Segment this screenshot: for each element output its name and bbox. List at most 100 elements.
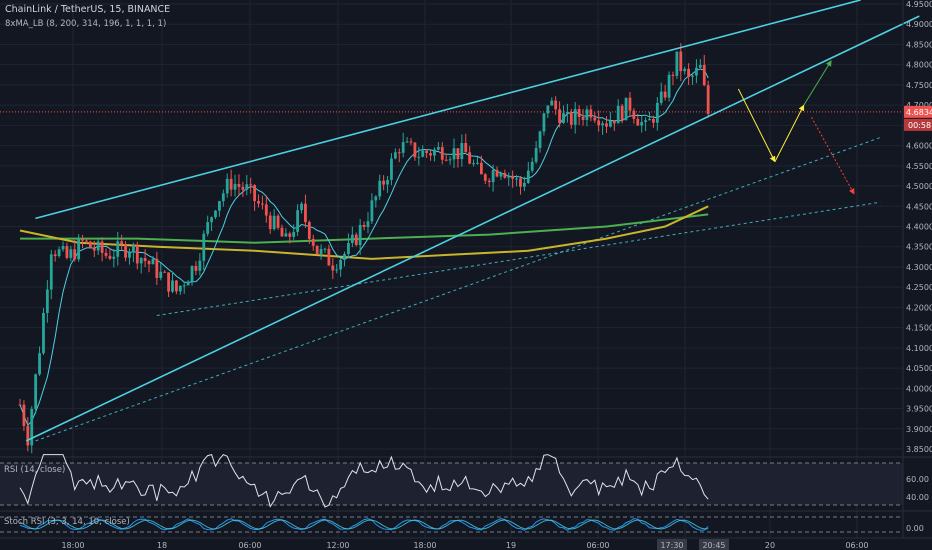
- candle-body: [253, 185, 256, 202]
- projection-arrow-up-yellow[interactable]: [774, 104, 805, 163]
- candle-body: [652, 118, 655, 123]
- candle-body: [538, 131, 542, 149]
- candle-body: [304, 203, 307, 223]
- price-tick-label: 3.9000: [906, 425, 932, 434]
- candle-body: [319, 248, 323, 255]
- candle-body: [42, 312, 45, 354]
- candle-body: [554, 100, 558, 110]
- candle-body: [96, 241, 100, 251]
- candle-body: [245, 184, 249, 190]
- candle-body: [476, 162, 479, 164]
- candle-body: [507, 175, 511, 178]
- countdown-value: 00:58: [908, 121, 931, 130]
- projection-arrow-green[interactable]: [803, 60, 832, 106]
- candle-body: [401, 142, 405, 153]
- price-tick-label: 4.5500: [906, 162, 932, 171]
- projection-arrow-red[interactable]: [811, 117, 855, 195]
- price-tick-label: 4.8000: [906, 61, 932, 70]
- candle-body: [515, 178, 518, 180]
- price-tick-label: 4.5000: [906, 182, 932, 191]
- candle-body: [374, 196, 378, 201]
- candle-body: [472, 163, 475, 165]
- candle-body: [566, 111, 569, 114]
- countdown-badge: [904, 118, 932, 131]
- candle-body: [77, 238, 81, 260]
- price-tick-label: 4.2500: [906, 283, 932, 292]
- projection-arrow-down-yellow[interactable]: [737, 88, 776, 163]
- candle-body: [34, 374, 38, 410]
- price-tick-label: 4.7500: [906, 81, 932, 90]
- candle-body: [609, 120, 612, 127]
- candle-body: [436, 147, 440, 150]
- channel-trendline[interactable]: [25, 15, 920, 442]
- candle-body: [479, 162, 483, 175]
- candle-body: [562, 113, 565, 124]
- candle-body: [139, 258, 143, 264]
- candle-body: [511, 175, 515, 179]
- grid: [0, 0, 903, 538]
- candle-body: [382, 180, 386, 185]
- candle-body: [264, 204, 268, 216]
- candle-body: [397, 152, 401, 154]
- price-tick-label: 3.9500: [906, 405, 932, 414]
- candle-body: [135, 245, 139, 264]
- time-tick-label: 18: [157, 541, 167, 550]
- candle-body: [585, 109, 589, 120]
- time-axis-bg: [0, 539, 932, 550]
- candle-body: [495, 170, 499, 177]
- price-axis[interactable]: 4.95004.90004.85004.80004.75004.70004.65…: [902, 0, 932, 538]
- candle-body: [206, 222, 210, 234]
- candle-body: [628, 97, 632, 111]
- candle-body: [362, 225, 366, 227]
- candle-body: [85, 240, 88, 242]
- candle-body: [225, 178, 229, 194]
- candle-body: [390, 158, 393, 180]
- time-axis[interactable]: 18:00 18 06:00 12:00 18:00 19 06:00 17:30 20:45 2…: [0, 539, 932, 550]
- candle-body: [616, 105, 620, 124]
- candle-body: [249, 184, 253, 186]
- candle-body: [577, 109, 581, 117]
- candle-body: [612, 120, 616, 124]
- candle-body: [358, 225, 362, 245]
- time-tick-label: 19: [506, 541, 516, 550]
- price-tick-label: 4.4500: [906, 202, 932, 211]
- candle-body: [190, 266, 194, 282]
- indicator-panes: [0, 453, 932, 539]
- last-price-badge[interactable]: [904, 105, 932, 118]
- candle-body: [503, 173, 507, 178]
- candle-body: [452, 148, 456, 160]
- price-tick-label: 4.4000: [906, 223, 932, 232]
- candle-body: [542, 113, 546, 132]
- candle-body: [648, 118, 651, 121]
- candle-body: [202, 233, 206, 261]
- channel-trendline[interactable]: [35, 0, 861, 220]
- candle-body: [421, 150, 425, 157]
- candle-body: [210, 217, 213, 223]
- stoch-k-line: [19, 518, 709, 531]
- candle-body: [194, 266, 198, 271]
- candle-body: [440, 147, 444, 160]
- candle-body: [124, 244, 127, 258]
- candle-body: [695, 67, 698, 76]
- candle-body: [460, 142, 464, 160]
- candle-body: [667, 74, 671, 98]
- candle-body: [499, 173, 503, 177]
- candle-body: [370, 200, 374, 222]
- candle-body: [519, 178, 522, 187]
- candle-body: [448, 159, 452, 161]
- candle-body: [272, 215, 276, 230]
- time-tick-label: 06:00: [586, 541, 609, 550]
- price-tick-label: 4.0500: [906, 364, 932, 373]
- candle-body: [175, 280, 178, 292]
- candle-body: [581, 116, 585, 120]
- candle-body: [605, 123, 608, 127]
- time-tick-label: 17:30: [660, 541, 683, 550]
- candle-body: [698, 64, 702, 68]
- projection-arrows[interactable]: [737, 60, 855, 195]
- candle-body: [261, 203, 264, 205]
- candle-body: [413, 142, 417, 158]
- time-tick-label: 20:45: [702, 541, 725, 550]
- channel-trendlines[interactable]: [25, 0, 920, 442]
- candle-body: [522, 182, 526, 187]
